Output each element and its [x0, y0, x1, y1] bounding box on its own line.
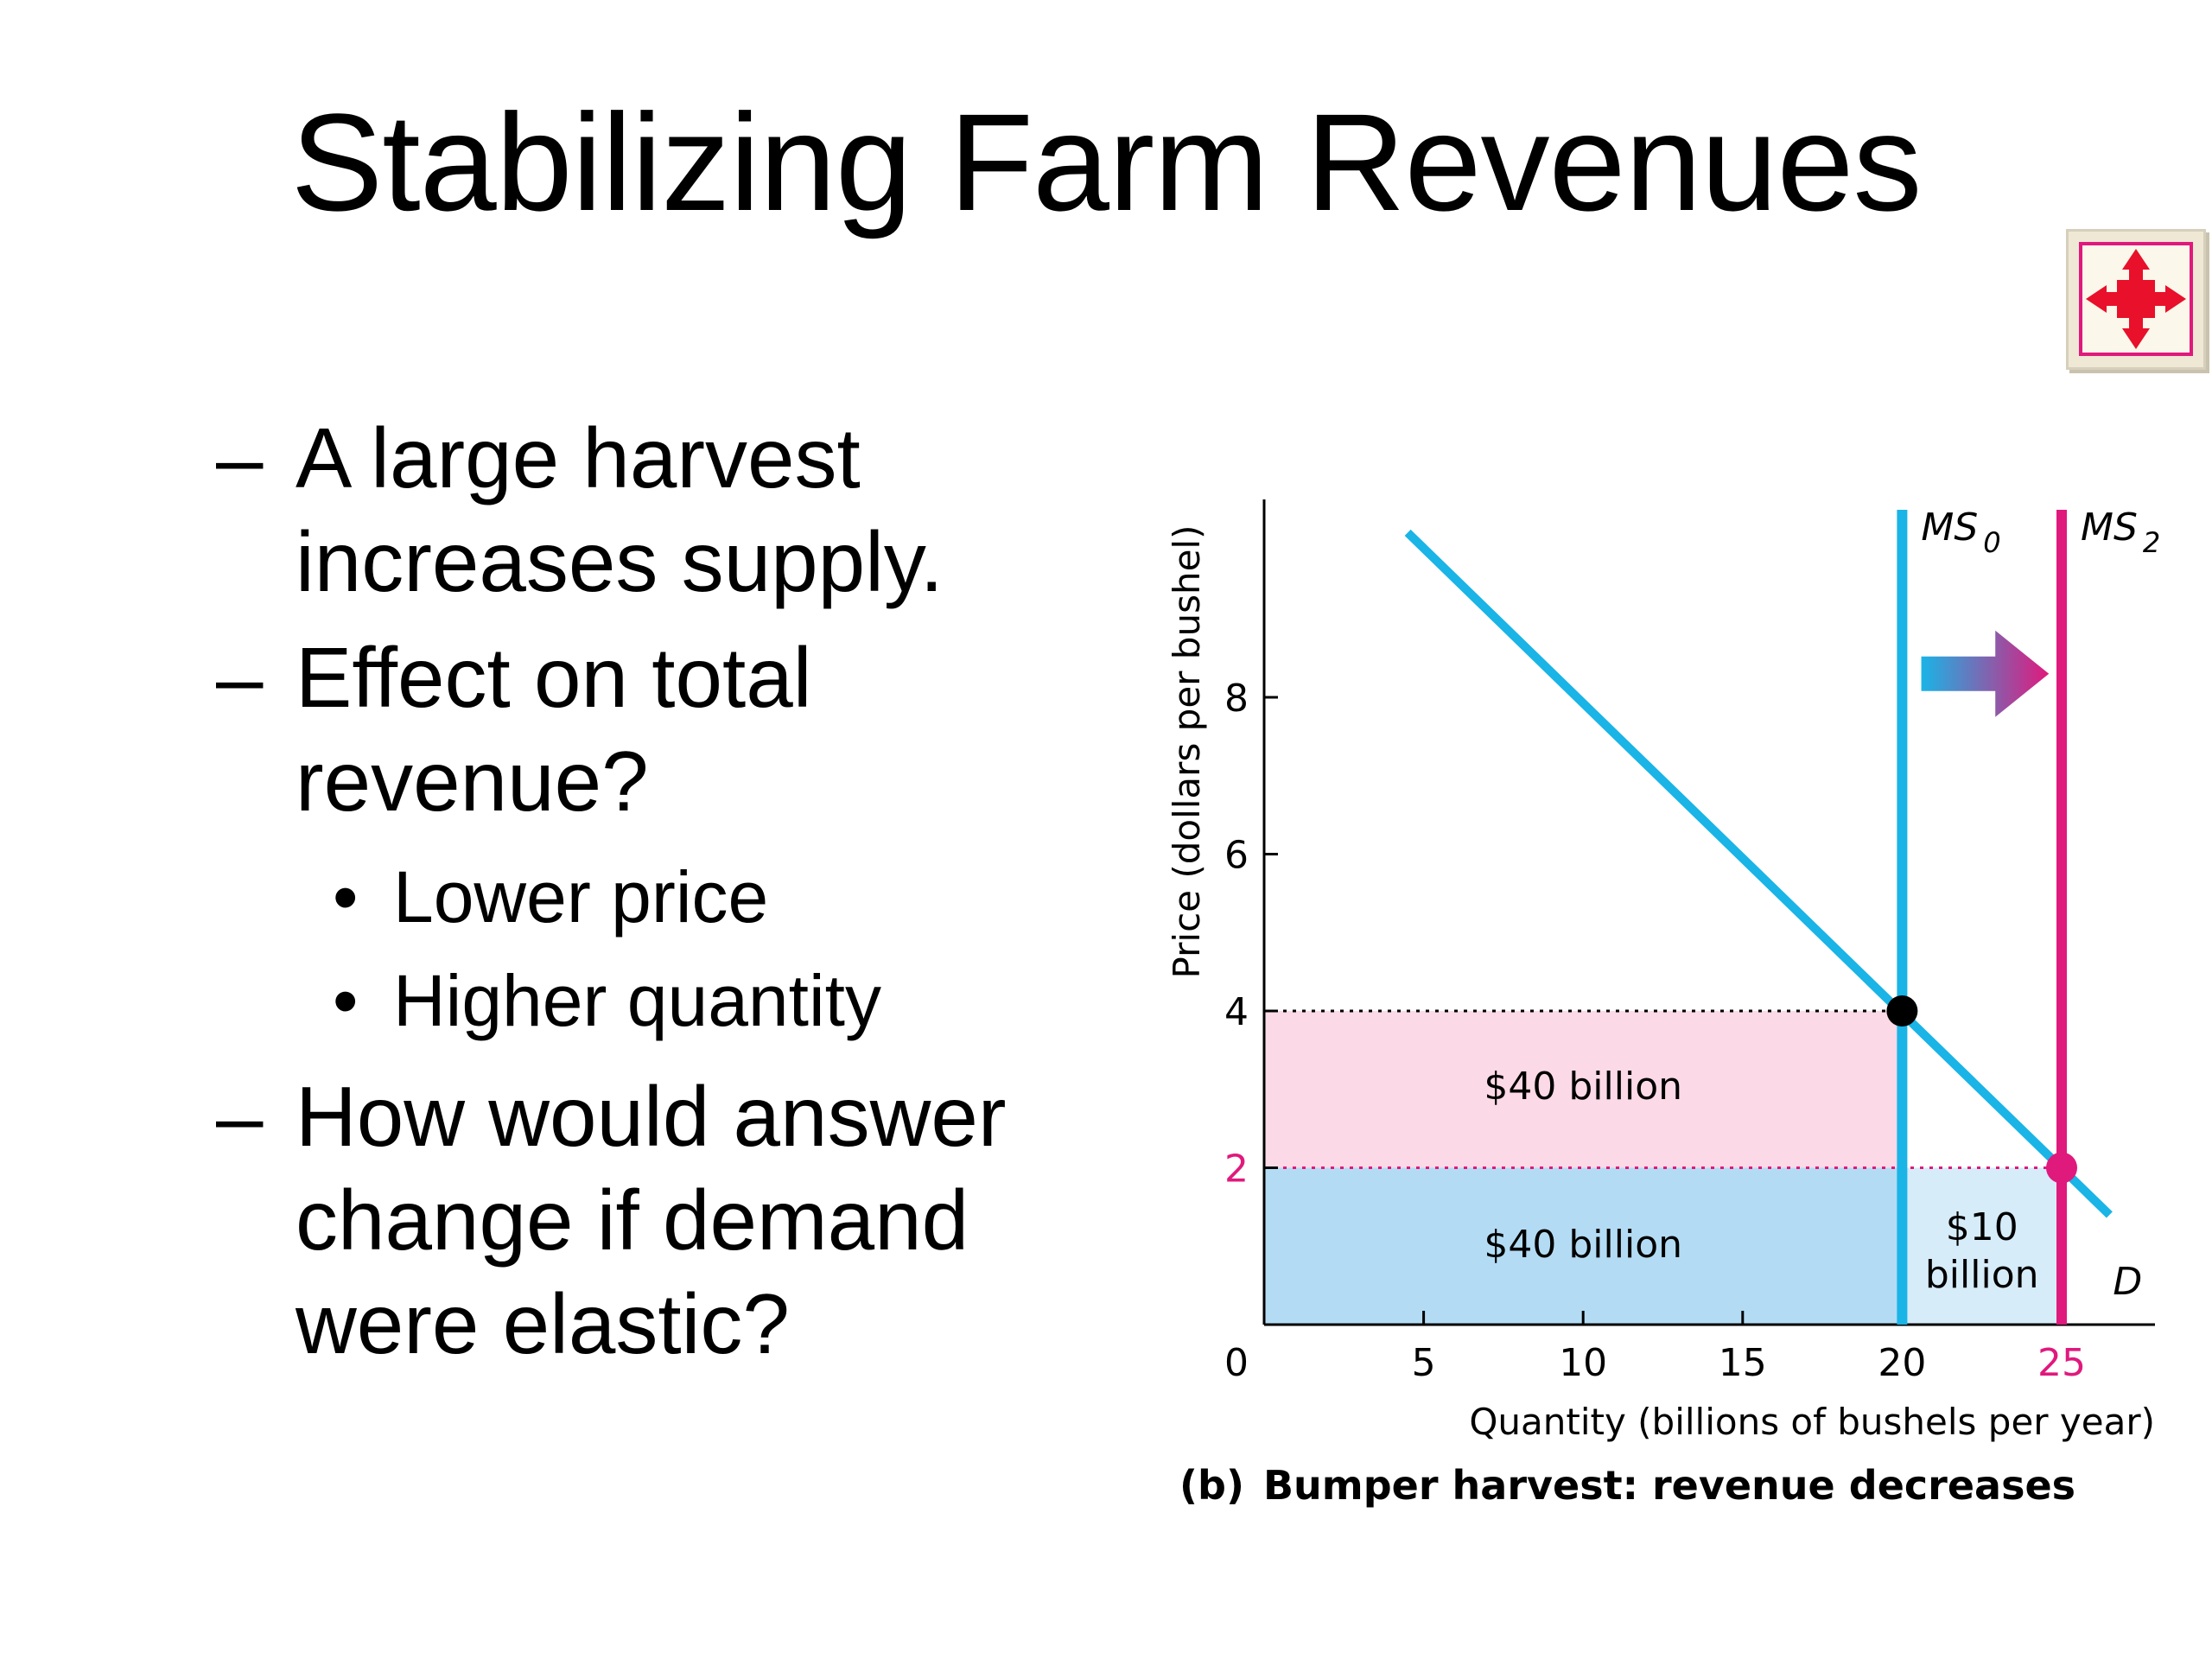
dot-marker: •: [333, 960, 359, 1041]
supply-label-subscript: 0: [1983, 526, 2000, 559]
revenue-area: [1264, 1011, 1903, 1168]
x-tick-label: 20: [1878, 1341, 1926, 1385]
bullet-item: – A large harvest increases supply.: [216, 406, 1097, 613]
equilibrium-point: [1886, 995, 1918, 1027]
x-tick-label: 0: [1224, 1341, 1249, 1385]
x-tick-label: 15: [1719, 1341, 1767, 1385]
slide-title: Stabilizing Farm Revenues: [290, 85, 1923, 239]
demand-curve: [1404, 529, 2113, 1218]
expand-nav-button[interactable]: [2066, 229, 2206, 370]
bullet-list: – A large harvest increases supply. – Ef…: [216, 406, 1097, 1388]
bullet-text: Effect on total revenue?: [296, 630, 812, 829]
dash-marker: –: [216, 1069, 264, 1164]
area-label: $40 billion: [1484, 1065, 1682, 1109]
shift-arrow: [1921, 630, 2050, 717]
x-tick-label: 5: [1412, 1341, 1436, 1385]
sub-bullet-item: • Lower price: [216, 845, 1097, 949]
caption-prefix: (b): [1179, 1462, 1244, 1509]
bullet-text: How would answer change if demand were e…: [296, 1069, 1007, 1371]
dot-marker: •: [333, 856, 359, 938]
revenue-area: [1264, 1167, 1903, 1325]
bullet-text: A large harvest increases supply.: [296, 410, 944, 609]
area-label: billion: [1925, 1253, 2039, 1297]
equilibrium-point: [2046, 1152, 2077, 1184]
area-label: $10: [1946, 1205, 2018, 1249]
revenue-area: [1902, 1167, 2062, 1325]
demand-label: D: [2113, 1260, 2142, 1304]
expand-arrows-icon: [2079, 242, 2193, 356]
area-label: $40 billion: [1484, 1223, 1682, 1267]
dash-marker: –: [216, 630, 264, 725]
bullet-item: – How would answer change if demand were…: [216, 1065, 1097, 1376]
bullet-item: – Effect on total revenue?: [216, 626, 1097, 833]
dash-marker: –: [216, 410, 264, 505]
y-axis-label: Price (dollars per bushel): [1166, 525, 1208, 979]
y-tick-label: 2: [1224, 1147, 1249, 1192]
supply-label: MS 2: [2081, 505, 2160, 559]
supply-label-subscript: 2: [2143, 526, 2160, 559]
sub-bullet-text: Lower price: [393, 856, 769, 938]
caption-text: Bumper harvest: revenue decreases: [1263, 1462, 2075, 1509]
chart-caption: (b) Bumper harvest: revenue decreases: [1179, 1462, 2075, 1509]
x-axis-label: Quantity (billions of bushels per year): [1469, 1401, 2155, 1443]
sub-bullet-text: Higher quantity: [393, 960, 881, 1041]
supply-label: MS 0: [1921, 505, 2000, 559]
x-tick-label: 25: [2037, 1341, 2086, 1385]
y-tick-label: 8: [1224, 677, 1249, 721]
y-tick-label: 4: [1224, 990, 1249, 1034]
y-tick-label: 6: [1224, 834, 1249, 878]
x-tick-label: 10: [1559, 1341, 1607, 1385]
sub-bullet-item: • Higher quantity: [216, 949, 1097, 1052]
